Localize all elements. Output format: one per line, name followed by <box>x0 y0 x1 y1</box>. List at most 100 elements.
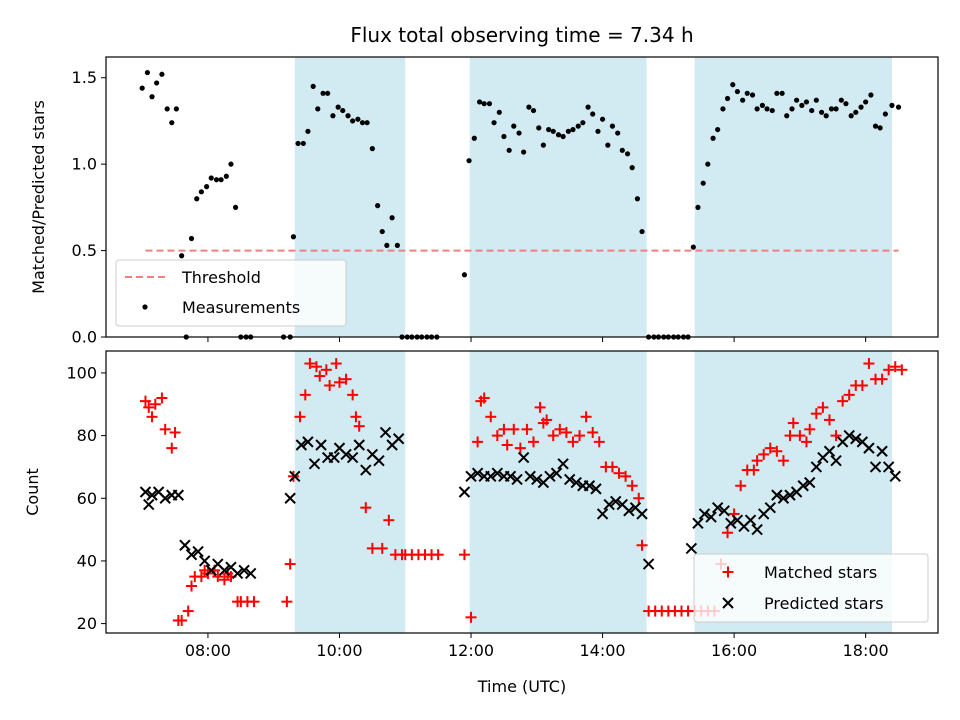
measurement-point <box>481 101 487 107</box>
matched-star-point <box>350 411 362 423</box>
matched-star-point <box>169 426 181 438</box>
predicted-star-point <box>843 429 855 442</box>
matched-star-point <box>593 436 605 448</box>
matched-star-point <box>149 398 161 410</box>
measurement-point <box>700 180 706 186</box>
measurement-point <box>204 184 210 190</box>
predicted-star-point <box>159 492 171 504</box>
measurement-point <box>290 234 297 240</box>
top-legend: Threshold Measurements <box>115 259 347 327</box>
y-tick-label: 20 <box>77 614 97 633</box>
measurement-point <box>501 133 507 140</box>
matched-star-point <box>166 442 178 454</box>
measurement-point <box>208 175 214 181</box>
y-tick-label: 1.0 <box>72 155 97 174</box>
matched-star-point <box>560 426 572 438</box>
measurement-point <box>476 99 483 105</box>
matched-star-point <box>366 542 378 554</box>
predicted-star-point <box>590 483 602 495</box>
matched-star-point <box>383 514 395 526</box>
measurement-point <box>858 104 864 110</box>
legend-predicted-label: Predicted stars <box>764 594 884 613</box>
y-tick-label: 80 <box>77 426 97 445</box>
measurement-point <box>300 140 306 147</box>
matched-star-point <box>478 392 490 404</box>
matched-star-point <box>353 420 365 432</box>
shaded-interval <box>469 351 647 633</box>
measurement-point <box>889 102 895 108</box>
top-axes-frame <box>105 56 939 338</box>
predicted-star-point <box>882 461 895 473</box>
matched-star-point <box>333 376 345 388</box>
predicted-star-point <box>557 458 569 470</box>
measurement-point <box>813 97 819 103</box>
matched-star-point <box>143 401 155 413</box>
measurement-point <box>724 95 731 102</box>
matched-star-point <box>501 439 513 451</box>
matched-star-point <box>139 395 151 407</box>
x-tick-label: 14:00 <box>580 641 626 660</box>
measurement-point <box>605 142 611 148</box>
matched-star-point <box>863 358 875 370</box>
top-y-axis-label: Matched/Predicted stars <box>29 100 48 294</box>
matched-star-point <box>758 448 770 460</box>
predicted-star-point <box>511 473 523 486</box>
predicted-star-point <box>172 489 185 501</box>
bottom-y-ticks: 20 40 60 80 100 <box>66 363 106 633</box>
measurement-point <box>690 244 696 250</box>
measurement-point <box>295 140 301 147</box>
measurement-point <box>550 128 556 134</box>
predicted-star-point <box>544 470 556 483</box>
predicted-star-point <box>302 436 314 448</box>
matched-star-point <box>498 423 510 435</box>
matched-star-point <box>823 414 835 426</box>
predicted-star-point <box>458 486 471 498</box>
matched-star-point <box>212 571 224 583</box>
predicted-star-point <box>485 470 497 483</box>
matched-star-point <box>508 423 520 435</box>
measurement-point <box>315 106 321 112</box>
matched-star-point <box>817 401 829 413</box>
matched-star-point <box>856 379 868 391</box>
matched-star-point <box>304 358 316 370</box>
predicted-star-point <box>705 511 717 523</box>
matched-star-point <box>580 411 592 423</box>
measurement-point <box>540 142 546 148</box>
predicted-star-point <box>504 470 517 483</box>
predicted-star-point <box>869 461 882 473</box>
matched-star-point <box>299 389 311 401</box>
matched-star-point <box>195 571 207 583</box>
legend-plus-marker <box>722 566 734 578</box>
bottom-legend-box <box>693 553 929 623</box>
predicted-star-point <box>777 492 790 504</box>
measurement-point <box>159 71 165 77</box>
matched-star-point <box>613 467 625 479</box>
measurement-point <box>779 90 785 96</box>
predicted-star-point <box>711 501 724 514</box>
measurement-point <box>720 106 726 112</box>
predicted-star-point <box>751 523 763 536</box>
matched-star-point <box>804 423 816 435</box>
legend-x-marker <box>722 597 734 609</box>
matched-star-point <box>186 580 198 592</box>
predicted-stars-points <box>139 426 901 580</box>
measurement-point <box>228 161 234 167</box>
measurement-point <box>818 109 825 115</box>
measurement-point <box>828 106 835 112</box>
predicted-star-point <box>698 508 711 520</box>
measurement-point <box>530 107 537 114</box>
measurement-point <box>715 126 721 133</box>
measurement-point <box>575 123 581 129</box>
predicted-star-point <box>570 476 582 489</box>
matched-star-point <box>310 361 322 373</box>
predicted-star-point <box>764 501 776 514</box>
matched-star-point <box>465 611 477 623</box>
measurement-point <box>634 196 641 202</box>
predicted-star-point <box>346 451 359 464</box>
measurement-point <box>325 90 331 96</box>
matched-star-point <box>567 436 579 448</box>
measurement-point <box>570 126 576 133</box>
legend-predicted-swatch <box>722 597 734 609</box>
measurement-point <box>784 113 790 119</box>
measurement-point <box>799 102 805 108</box>
